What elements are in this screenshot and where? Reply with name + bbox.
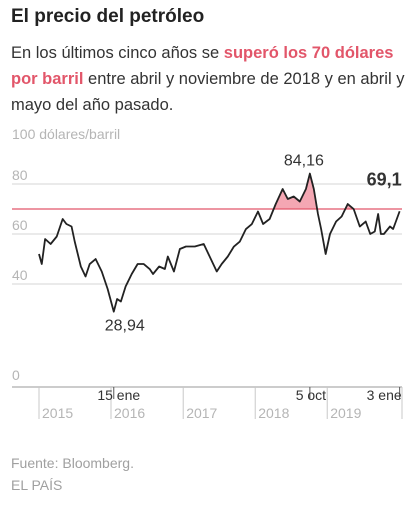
x-tick-label-year: 2018: [258, 405, 289, 421]
x-tick-label-year: 2015: [42, 405, 73, 421]
subtitle-highlight: superó los 70 dólares por barril: [11, 44, 394, 88]
x-tick-label-year: 2019: [330, 405, 361, 421]
subtitle-pre: En los últimos cinco años se: [11, 44, 224, 62]
y-tick-label: 80: [12, 167, 28, 183]
page-subtitle: En los últimos cinco años se superó los …: [11, 40, 406, 118]
annotation-date-label: 3 ene: [367, 387, 402, 403]
y-unit-label: 100 dólares/barril: [12, 126, 120, 142]
y-tick-label: 60: [12, 217, 28, 233]
page-title: El precio del petróleo: [11, 6, 205, 27]
y-tick-label: 0: [12, 367, 20, 383]
x-tick-label-year: 2016: [114, 405, 145, 421]
subtitle-post: entre abril y noviembre de 2018 y en abr…: [11, 70, 405, 114]
y-tick-label: 40: [12, 267, 28, 283]
above-threshold-area: [39, 173, 400, 209]
annotation-date-label: 15 ene: [97, 387, 140, 403]
annotation-value-label: 69,1: [367, 169, 402, 189]
price-line: [38, 172, 401, 313]
brand-label: EL PAÍS: [11, 477, 63, 493]
annotation-value-label: 84,16: [284, 153, 324, 170]
oil-price-chart: 0 40 60 80 100 dólares/barril 2015 2016 2017 201…: [12, 126, 403, 421]
source-note: Fuente: Bloomberg.: [11, 455, 134, 471]
annotation-date-label: 5 oct: [296, 387, 326, 403]
x-tick-label-year: 2017: [186, 405, 217, 421]
annotation-value-label: 28,94: [105, 318, 145, 335]
